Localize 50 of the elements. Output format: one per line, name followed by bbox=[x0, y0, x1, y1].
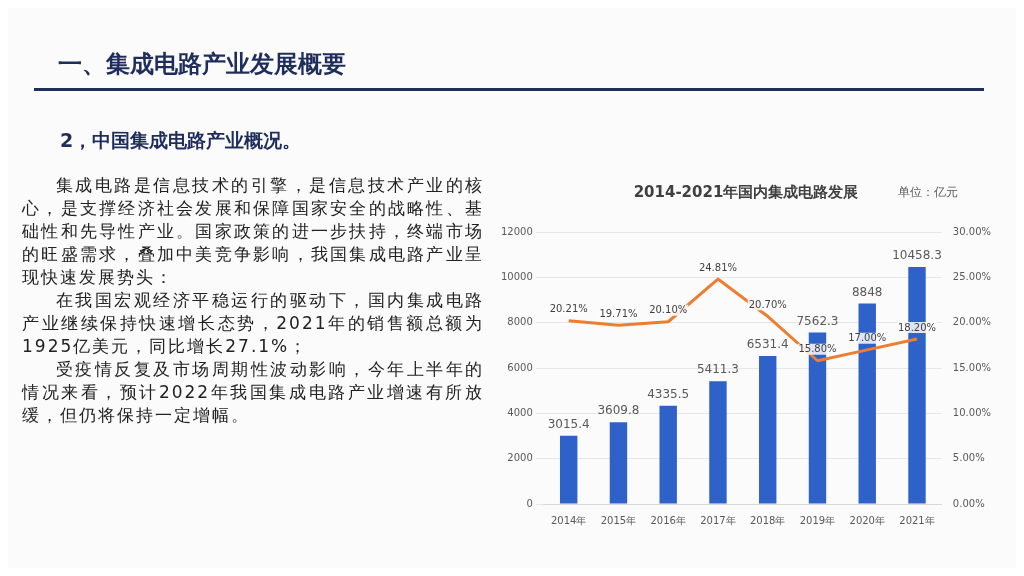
data-label: 20.10% bbox=[649, 304, 688, 316]
y-tick-label: 12000 bbox=[501, 225, 533, 237]
data-label: 17.00% bbox=[848, 332, 887, 344]
y2-tick-label: 0.00% bbox=[952, 497, 985, 509]
y-tick-label: 10000 bbox=[501, 270, 533, 282]
y2-tick-label: 10.00% bbox=[952, 406, 992, 418]
data-label: 3609.8 bbox=[597, 403, 640, 418]
x-tick-label: 2017年 bbox=[700, 514, 736, 526]
data-label: 20.70% bbox=[748, 298, 787, 310]
data-label: 4335.5 bbox=[647, 386, 690, 401]
bar bbox=[559, 435, 578, 504]
text: 受疫情反复及市场周期性波动影响，今年上半年的情况来看，预计2022年我国集成电路产业增速有所放缓，但仍将保持一定增幅。 bbox=[22, 358, 484, 427]
y-tick-label: 2000 bbox=[507, 452, 533, 464]
data-label: 18.20% bbox=[897, 321, 937, 333]
x-tick-label: 2020年 bbox=[849, 514, 885, 526]
x-tick-label: 2014年 bbox=[550, 514, 587, 526]
y2-tick-label: 15.00% bbox=[952, 361, 992, 373]
data-label: 6531.4 bbox=[746, 337, 789, 352]
data-label: 19.71% bbox=[599, 307, 638, 319]
data-label: 3015.4 bbox=[547, 416, 590, 431]
text: 集成电路是信息技术的引擎，是信息技术产业的核心，是支撑经济社会发展和保障国家安全的战略性、基础性和先导性产业。国家政策的进一步扶持，终端市场的旺盛需求，叠加中美竞争影响，我国集成电路产业呈现快速发展势头： bbox=[22, 174, 484, 289]
x-tick-label: 2016年 bbox=[650, 514, 686, 526]
x-tick-label: 2021年 bbox=[899, 514, 935, 526]
data-label: 20.21% bbox=[549, 303, 588, 315]
y-tick-label: 0 bbox=[526, 497, 533, 509]
y-tick-label: 8000 bbox=[507, 316, 533, 328]
y2-tick-label: 5.00% bbox=[952, 452, 985, 464]
text: 在我国宏观经济平稳运行的驱动下，国内集成电路产业继续保持快速增长态势，2021年的销售额总额为1925亿美元，同比增长27.1%； bbox=[22, 289, 484, 358]
bar bbox=[759, 355, 777, 504]
x-tick-label: 2018年 bbox=[749, 514, 786, 526]
chart-title: 2014-2021年国内集成电路发展 bbox=[633, 182, 859, 201]
data-label: 10458.3 bbox=[892, 248, 942, 263]
data-label: 7562.3 bbox=[796, 313, 839, 328]
y-tick-label: 6000 bbox=[507, 361, 533, 373]
y-tick-label: 4000 bbox=[507, 406, 533, 418]
text: 2，中国集成电路产业概况。 bbox=[60, 128, 302, 153]
data-label: 5411.3 bbox=[696, 362, 739, 377]
bar bbox=[709, 381, 727, 504]
data-label: 8848 bbox=[851, 284, 883, 299]
bar bbox=[609, 422, 628, 504]
text: 一、集成电路产业发展概要 bbox=[58, 49, 346, 80]
x-tick-label: 2015年 bbox=[600, 514, 637, 526]
y2-tick-label: 30.00% bbox=[952, 225, 992, 237]
data-label: 15.80% bbox=[798, 343, 837, 355]
y2-tick-label: 25.00% bbox=[952, 270, 992, 282]
y2-tick-label: 20.00% bbox=[952, 316, 992, 328]
x-tick-label: 2019年 bbox=[799, 514, 836, 526]
bar bbox=[659, 405, 677, 504]
text: 单位：亿元 bbox=[898, 184, 958, 201]
data-label: 24.81% bbox=[698, 261, 738, 273]
